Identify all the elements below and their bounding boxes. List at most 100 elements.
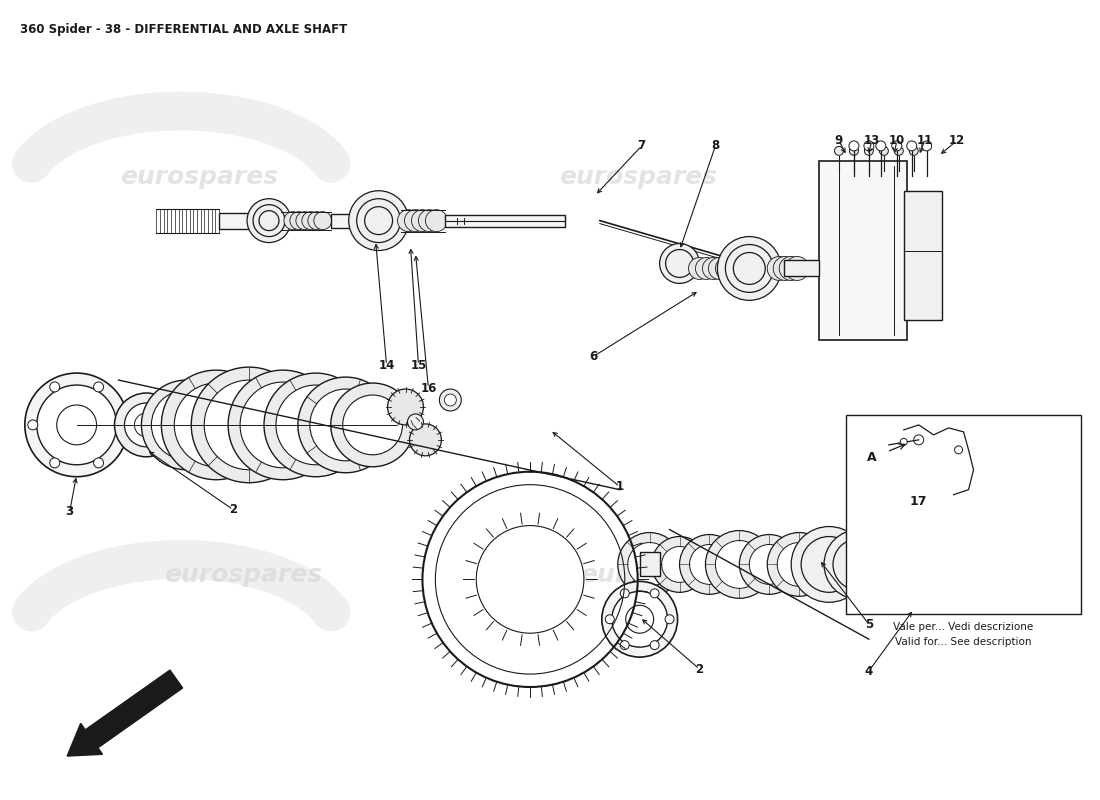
Circle shape: [767, 257, 791, 281]
Circle shape: [865, 146, 873, 155]
Circle shape: [650, 641, 659, 650]
Text: 2: 2: [229, 503, 238, 516]
Circle shape: [411, 210, 433, 231]
Circle shape: [891, 589, 902, 600]
Circle shape: [785, 257, 810, 281]
Text: 5: 5: [865, 618, 873, 630]
Circle shape: [779, 257, 803, 281]
Text: 6: 6: [590, 350, 598, 362]
Circle shape: [922, 141, 932, 151]
Circle shape: [36, 385, 117, 465]
Bar: [846, 415, 1081, 614]
Circle shape: [28, 420, 37, 430]
Circle shape: [910, 146, 918, 155]
Circle shape: [605, 614, 614, 624]
Circle shape: [715, 541, 763, 588]
Circle shape: [290, 212, 308, 230]
Bar: [820, 161, 906, 340]
Circle shape: [205, 380, 294, 470]
Circle shape: [715, 258, 737, 279]
Circle shape: [703, 258, 725, 279]
Text: 9: 9: [835, 134, 843, 147]
Circle shape: [894, 146, 903, 155]
Text: eurospares: eurospares: [559, 165, 717, 189]
Circle shape: [849, 146, 858, 155]
Text: eurospares: eurospares: [120, 165, 278, 189]
Circle shape: [602, 582, 678, 657]
Circle shape: [296, 212, 314, 230]
Circle shape: [824, 530, 894, 599]
FancyArrow shape: [67, 670, 183, 756]
Circle shape: [418, 210, 440, 231]
Bar: [446, 214, 565, 226]
Circle shape: [191, 367, 307, 482]
Circle shape: [124, 403, 168, 447]
Circle shape: [310, 389, 382, 461]
Circle shape: [892, 141, 902, 151]
Circle shape: [364, 206, 393, 234]
Bar: [331, 214, 371, 228]
Circle shape: [240, 382, 326, 468]
Circle shape: [708, 258, 730, 279]
Circle shape: [661, 546, 697, 582]
Circle shape: [25, 373, 129, 477]
Circle shape: [264, 373, 367, 477]
Circle shape: [248, 198, 290, 242]
Text: 2: 2: [695, 662, 704, 675]
Circle shape: [301, 212, 320, 230]
Text: eurospares: eurospares: [581, 563, 739, 587]
Circle shape: [426, 210, 448, 231]
Circle shape: [331, 383, 415, 466]
Circle shape: [50, 382, 59, 392]
Text: 3: 3: [66, 505, 74, 518]
Text: 12: 12: [948, 134, 965, 147]
Circle shape: [900, 438, 908, 446]
Circle shape: [943, 559, 954, 570]
Text: 1: 1: [616, 480, 624, 493]
Circle shape: [409, 424, 441, 456]
Circle shape: [955, 446, 962, 454]
Circle shape: [620, 641, 629, 650]
Bar: [640, 553, 660, 576]
Circle shape: [397, 210, 419, 231]
Circle shape: [926, 529, 937, 540]
Circle shape: [739, 534, 799, 594]
Circle shape: [476, 526, 584, 633]
Circle shape: [284, 212, 301, 230]
Circle shape: [444, 394, 456, 406]
Circle shape: [134, 413, 158, 437]
Circle shape: [162, 370, 271, 480]
Text: 14: 14: [378, 358, 395, 372]
Circle shape: [914, 435, 924, 445]
Circle shape: [906, 141, 916, 151]
Circle shape: [405, 210, 427, 231]
Circle shape: [749, 545, 789, 584]
Circle shape: [253, 205, 285, 237]
Text: 360 Spider - 38 - DIFFERENTIAL AND AXLE SHAFT: 360 Spider - 38 - DIFFERENTIAL AND AXLE …: [20, 23, 348, 36]
Circle shape: [778, 542, 821, 586]
Circle shape: [298, 377, 394, 473]
Circle shape: [689, 258, 711, 279]
Circle shape: [650, 589, 659, 598]
Bar: [784, 261, 820, 277]
Circle shape: [717, 237, 781, 300]
Circle shape: [835, 146, 844, 155]
Text: 11: 11: [916, 134, 933, 147]
Circle shape: [612, 591, 668, 647]
Circle shape: [387, 389, 424, 425]
Circle shape: [258, 210, 279, 230]
Circle shape: [94, 458, 103, 468]
Circle shape: [791, 526, 867, 602]
Text: Valid for... See description: Valid for... See description: [895, 637, 1032, 647]
Circle shape: [666, 614, 674, 624]
Circle shape: [356, 198, 400, 242]
Circle shape: [174, 383, 258, 466]
Circle shape: [695, 258, 717, 279]
Text: Vale per... Vedi descrizione: Vale per... Vedi descrizione: [893, 622, 1034, 632]
Circle shape: [349, 190, 408, 250]
Circle shape: [308, 212, 326, 230]
Circle shape: [705, 530, 773, 598]
Circle shape: [228, 370, 338, 480]
Circle shape: [767, 533, 830, 596]
Circle shape: [873, 559, 884, 570]
